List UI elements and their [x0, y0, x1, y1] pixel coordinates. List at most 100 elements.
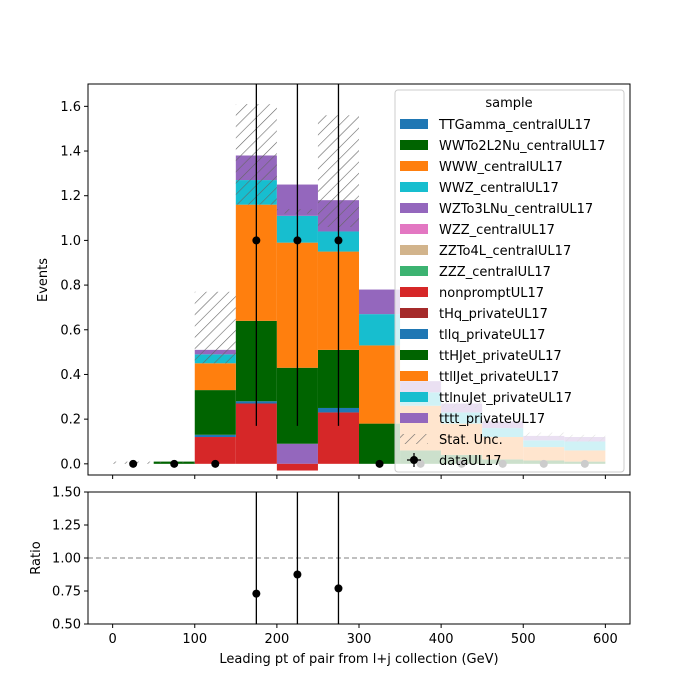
- main-ytick-label-7: 1.4: [60, 145, 81, 160]
- legend-item-tllq_privateUL17: tllq_privateUL17: [400, 328, 545, 343]
- legend-item-ttlnuJet_privateUL17: ttlnuJet_privateUL17: [400, 391, 572, 406]
- bar-ttHJet_privateUL17-bin-6: [359, 423, 401, 464]
- legend-item-ZZZ_centralUL17: ZZZ_centralUL17: [400, 265, 551, 280]
- legend-label: WWZ_centralUL17: [439, 181, 559, 196]
- legend-label: WWW_centralUL17: [439, 160, 563, 175]
- legend-swatch: [400, 224, 428, 234]
- main-panel: 0.0 0.2 0.4 0.6 0.8 1.0 1.2 1.4 1.6 Events: [36, 83, 631, 479]
- ratio-y-axis-label: Ratio: [29, 541, 44, 574]
- legend-swatch: [400, 287, 428, 297]
- legend-items: TTGamma_centralUL17 WWTo2L2Nu_centralUL17…: [400, 118, 605, 469]
- legend-swatch: [400, 203, 428, 213]
- legend-swatch: [400, 266, 428, 276]
- bar-ttllJet_privateUL17-bin-6: [359, 345, 401, 424]
- main-ytick-label-5: 1.0: [60, 234, 81, 249]
- ratio-xtick-label-6: 600: [593, 632, 618, 647]
- legend-item-ttHJet_privateUL17: ttHJet_privateUL17: [400, 349, 562, 364]
- legend-label: WWTo2L2Nu_centralUL17: [439, 139, 605, 154]
- main-x-axis: [112, 475, 606, 479]
- series-WZTo3LNu_centralUL17: [276, 443, 318, 464]
- legend-label: tHq_privateUL17: [439, 307, 548, 322]
- bar-ttllJet_privateUL17-bin-2: [194, 363, 236, 391]
- bar-ttHJet_privateUL17-bin-2: [194, 390, 236, 435]
- legend-frame: [394, 89, 625, 473]
- ratio-panel: 0.50 0.75 1.00 1.25 1.50 0 100 200 300 400 500 600…: [29, 486, 631, 667]
- main-plot-area: [112, 84, 606, 471]
- legend-item-stat-unc: Stat. Unc.: [400, 433, 503, 448]
- legend-label: dataUL17: [439, 454, 502, 469]
- main-ytick-label-1: 0.2: [60, 413, 81, 428]
- legend-item-WWW_centralUL17: WWW_centralUL17: [400, 160, 563, 175]
- ratio-ytick-label-1: 0.75: [52, 585, 81, 600]
- bar-WZTo3LNu_centralUL17-bin-4: [276, 443, 318, 464]
- legend-item-tttt_privateUL17: tttt_privateUL17: [400, 412, 545, 427]
- legend-item-tHq_privateUL17: tHq_privateUL17: [400, 307, 548, 322]
- legend-label: ttlnuJet_privateUL17: [439, 391, 572, 406]
- stat-unc-bin-2: [194, 291, 236, 364]
- main-y-axis: 0.0 0.2 0.4 0.6 0.8 1.0 1.2 1.4 1.6: [60, 100, 88, 472]
- ratio-y-axis: 0.50 0.75 1.00 1.25 1.50: [52, 486, 88, 633]
- legend-item-ttllJet_privateUL17: ttllJet_privateUL17: [400, 370, 559, 385]
- ratio-xtick-label-4: 400: [429, 632, 454, 647]
- main-ytick-label-6: 1.2: [60, 189, 81, 204]
- ratio-ytick-label-2: 1.00: [52, 552, 81, 567]
- legend-swatch: [400, 308, 428, 318]
- legend-swatch: [400, 140, 428, 150]
- legend-item-WWZ_centralUL17: WWZ_centralUL17: [400, 181, 559, 196]
- ratio-xtick-label-5: 500: [511, 632, 536, 647]
- ratio-point-0: [252, 589, 261, 598]
- ratio-ytick-label-0: 0.50: [52, 618, 81, 633]
- legend-data-marker: [410, 456, 418, 464]
- legend-swatch: [400, 413, 428, 423]
- bar-ttlnuJet_privateUL17-bin-6: [359, 314, 401, 346]
- legend-swatch-hatch: [400, 434, 428, 444]
- ratio-point-2: [334, 584, 343, 593]
- ratio-plot-area: [88, 492, 630, 624]
- legend-swatch: [400, 329, 428, 339]
- ratio-ytick-label-3: 1.25: [52, 519, 81, 534]
- legend-item-TTGamma_centralUL17: TTGamma_centralUL17: [400, 118, 591, 133]
- data-point-1: [170, 459, 179, 468]
- legend-swatch: [400, 182, 428, 192]
- data-point-5: [334, 236, 343, 245]
- main-ytick-label-2: 0.4: [60, 368, 81, 383]
- legend-label: ZZZ_centralUL17: [439, 265, 551, 280]
- bar-tllq_privateUL17-bin-2: [194, 434, 236, 438]
- ratio-xtick-label-3: 300: [347, 632, 372, 647]
- main-ytick-label-4: 0.8: [60, 279, 81, 294]
- ratio-xtick-label-2: 200: [264, 632, 289, 647]
- series-nonpromptUL17: [194, 403, 359, 471]
- data-point-4: [293, 236, 302, 245]
- legend-swatch: [400, 350, 428, 360]
- legend-title: sample: [485, 96, 532, 111]
- legend-item-WWTo2L2Nu_centralUL17: WWTo2L2Nu_centralUL17: [400, 139, 605, 154]
- legend-swatch: [400, 245, 428, 255]
- main-ytick-label-3: 0.6: [60, 323, 81, 338]
- legend-item-ZZTo4L_centralUL17: ZZTo4L_centralUL17: [400, 244, 571, 259]
- legend-swatch: [400, 161, 428, 171]
- ratio-ytick-label-4: 1.50: [52, 486, 81, 501]
- data-point-6: [375, 459, 384, 468]
- bar-nonpromptUL17-bin-4: [276, 463, 318, 471]
- main-ytick-label-8: 1.6: [60, 100, 81, 115]
- ratio-xtick-label-1: 100: [182, 632, 207, 647]
- legend-item-data: dataUL17: [407, 453, 502, 469]
- main-y-axis-label: Events: [36, 258, 51, 302]
- legend-label: ttllJet_privateUL17: [439, 370, 559, 385]
- bar-tttt_privateUL17-bin-6: [359, 289, 401, 315]
- main-ytick-label-0: 0.0: [60, 457, 81, 472]
- legend-swatch: [400, 119, 428, 129]
- legend-item-WZZ_centralUL17: WZZ_centralUL17: [400, 223, 555, 238]
- data-point-3: [252, 236, 261, 245]
- legend: sample TTGamma_centralUL17 WWTo2L2Nu_cent…: [394, 89, 625, 473]
- legend-swatch: [400, 371, 428, 381]
- legend-item-WZTo3LNu_centralUL17: WZTo3LNu_centralUL17: [400, 202, 593, 217]
- data-point-0: [129, 459, 138, 468]
- legend-label: Stat. Unc.: [439, 433, 503, 448]
- legend-label: WZTo3LNu_centralUL17: [439, 202, 593, 217]
- legend-label: WZZ_centralUL17: [439, 223, 555, 238]
- bar-nonpromptUL17-bin-2: [194, 437, 236, 464]
- legend-label: tllq_privateUL17: [439, 328, 545, 343]
- data-point-2: [211, 459, 220, 468]
- legend-swatch: [400, 392, 428, 402]
